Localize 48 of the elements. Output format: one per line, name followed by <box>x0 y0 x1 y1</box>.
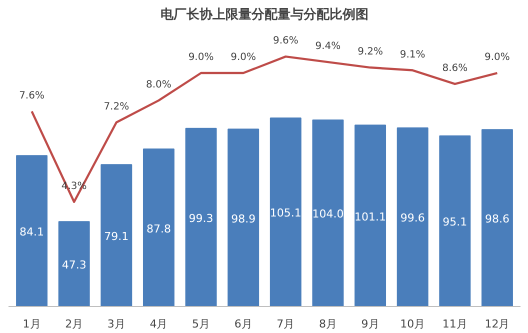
x-tick-label: 9月 <box>361 318 380 330</box>
bar <box>228 128 260 306</box>
data-label: 101.1 <box>354 210 386 224</box>
bar <box>396 127 428 306</box>
data-label: 105.1 <box>270 206 302 220</box>
data-label: 9.6% <box>272 36 298 47</box>
bar <box>312 119 344 306</box>
data-label: 9.1% <box>400 49 426 60</box>
data-label: 7.6% <box>19 90 44 102</box>
bar <box>58 221 90 306</box>
bar <box>481 129 513 306</box>
data-label: 95.1 <box>442 216 468 229</box>
x-tick-label: 11月 <box>442 318 468 330</box>
data-label: 9.0% <box>230 52 256 64</box>
x-tick-label: 1月 <box>22 318 41 330</box>
x-tick-label: 7月 <box>276 318 295 330</box>
x-tick-label: 10月 <box>400 318 426 330</box>
data-label: 87.8 <box>146 222 171 236</box>
data-label: 9.2% <box>358 46 383 58</box>
data-label: 98.9 <box>231 212 256 226</box>
data-label: 9.0% <box>188 52 214 64</box>
data-label: 9.0% <box>484 52 510 64</box>
bar <box>270 117 302 306</box>
x-tick-label: 3月 <box>107 318 126 330</box>
bar <box>16 155 48 306</box>
x-tick-label: 4月 <box>150 318 168 330</box>
data-label: 8.0% <box>146 79 172 90</box>
x-tick-label: 12月 <box>484 318 510 330</box>
data-label: 99.3 <box>188 212 214 225</box>
x-tick-label: 8月 <box>318 318 337 330</box>
data-label: 104.0 <box>312 208 344 221</box>
data-label: 9.4% <box>315 41 341 52</box>
data-label: 8.6% <box>442 62 468 74</box>
data-label: 79.1 <box>104 230 129 244</box>
data-label: 98.6 <box>484 212 510 226</box>
data-label: 99.6 <box>400 212 425 225</box>
bar <box>142 148 174 306</box>
bar <box>439 135 471 306</box>
bar <box>185 128 217 306</box>
x-tick-label: 2月 <box>65 318 84 330</box>
data-label: 84.1 <box>20 226 44 239</box>
bar <box>354 124 386 306</box>
x-tick-label: 5月 <box>192 318 210 330</box>
data-label: 7.2% <box>104 101 130 112</box>
data-label: 47.3 <box>62 258 86 272</box>
x-tick-label: 6月 <box>234 318 252 330</box>
chart-title: 电厂长协上限量分配量与分配比例图 <box>160 8 368 22</box>
bar <box>100 164 132 306</box>
